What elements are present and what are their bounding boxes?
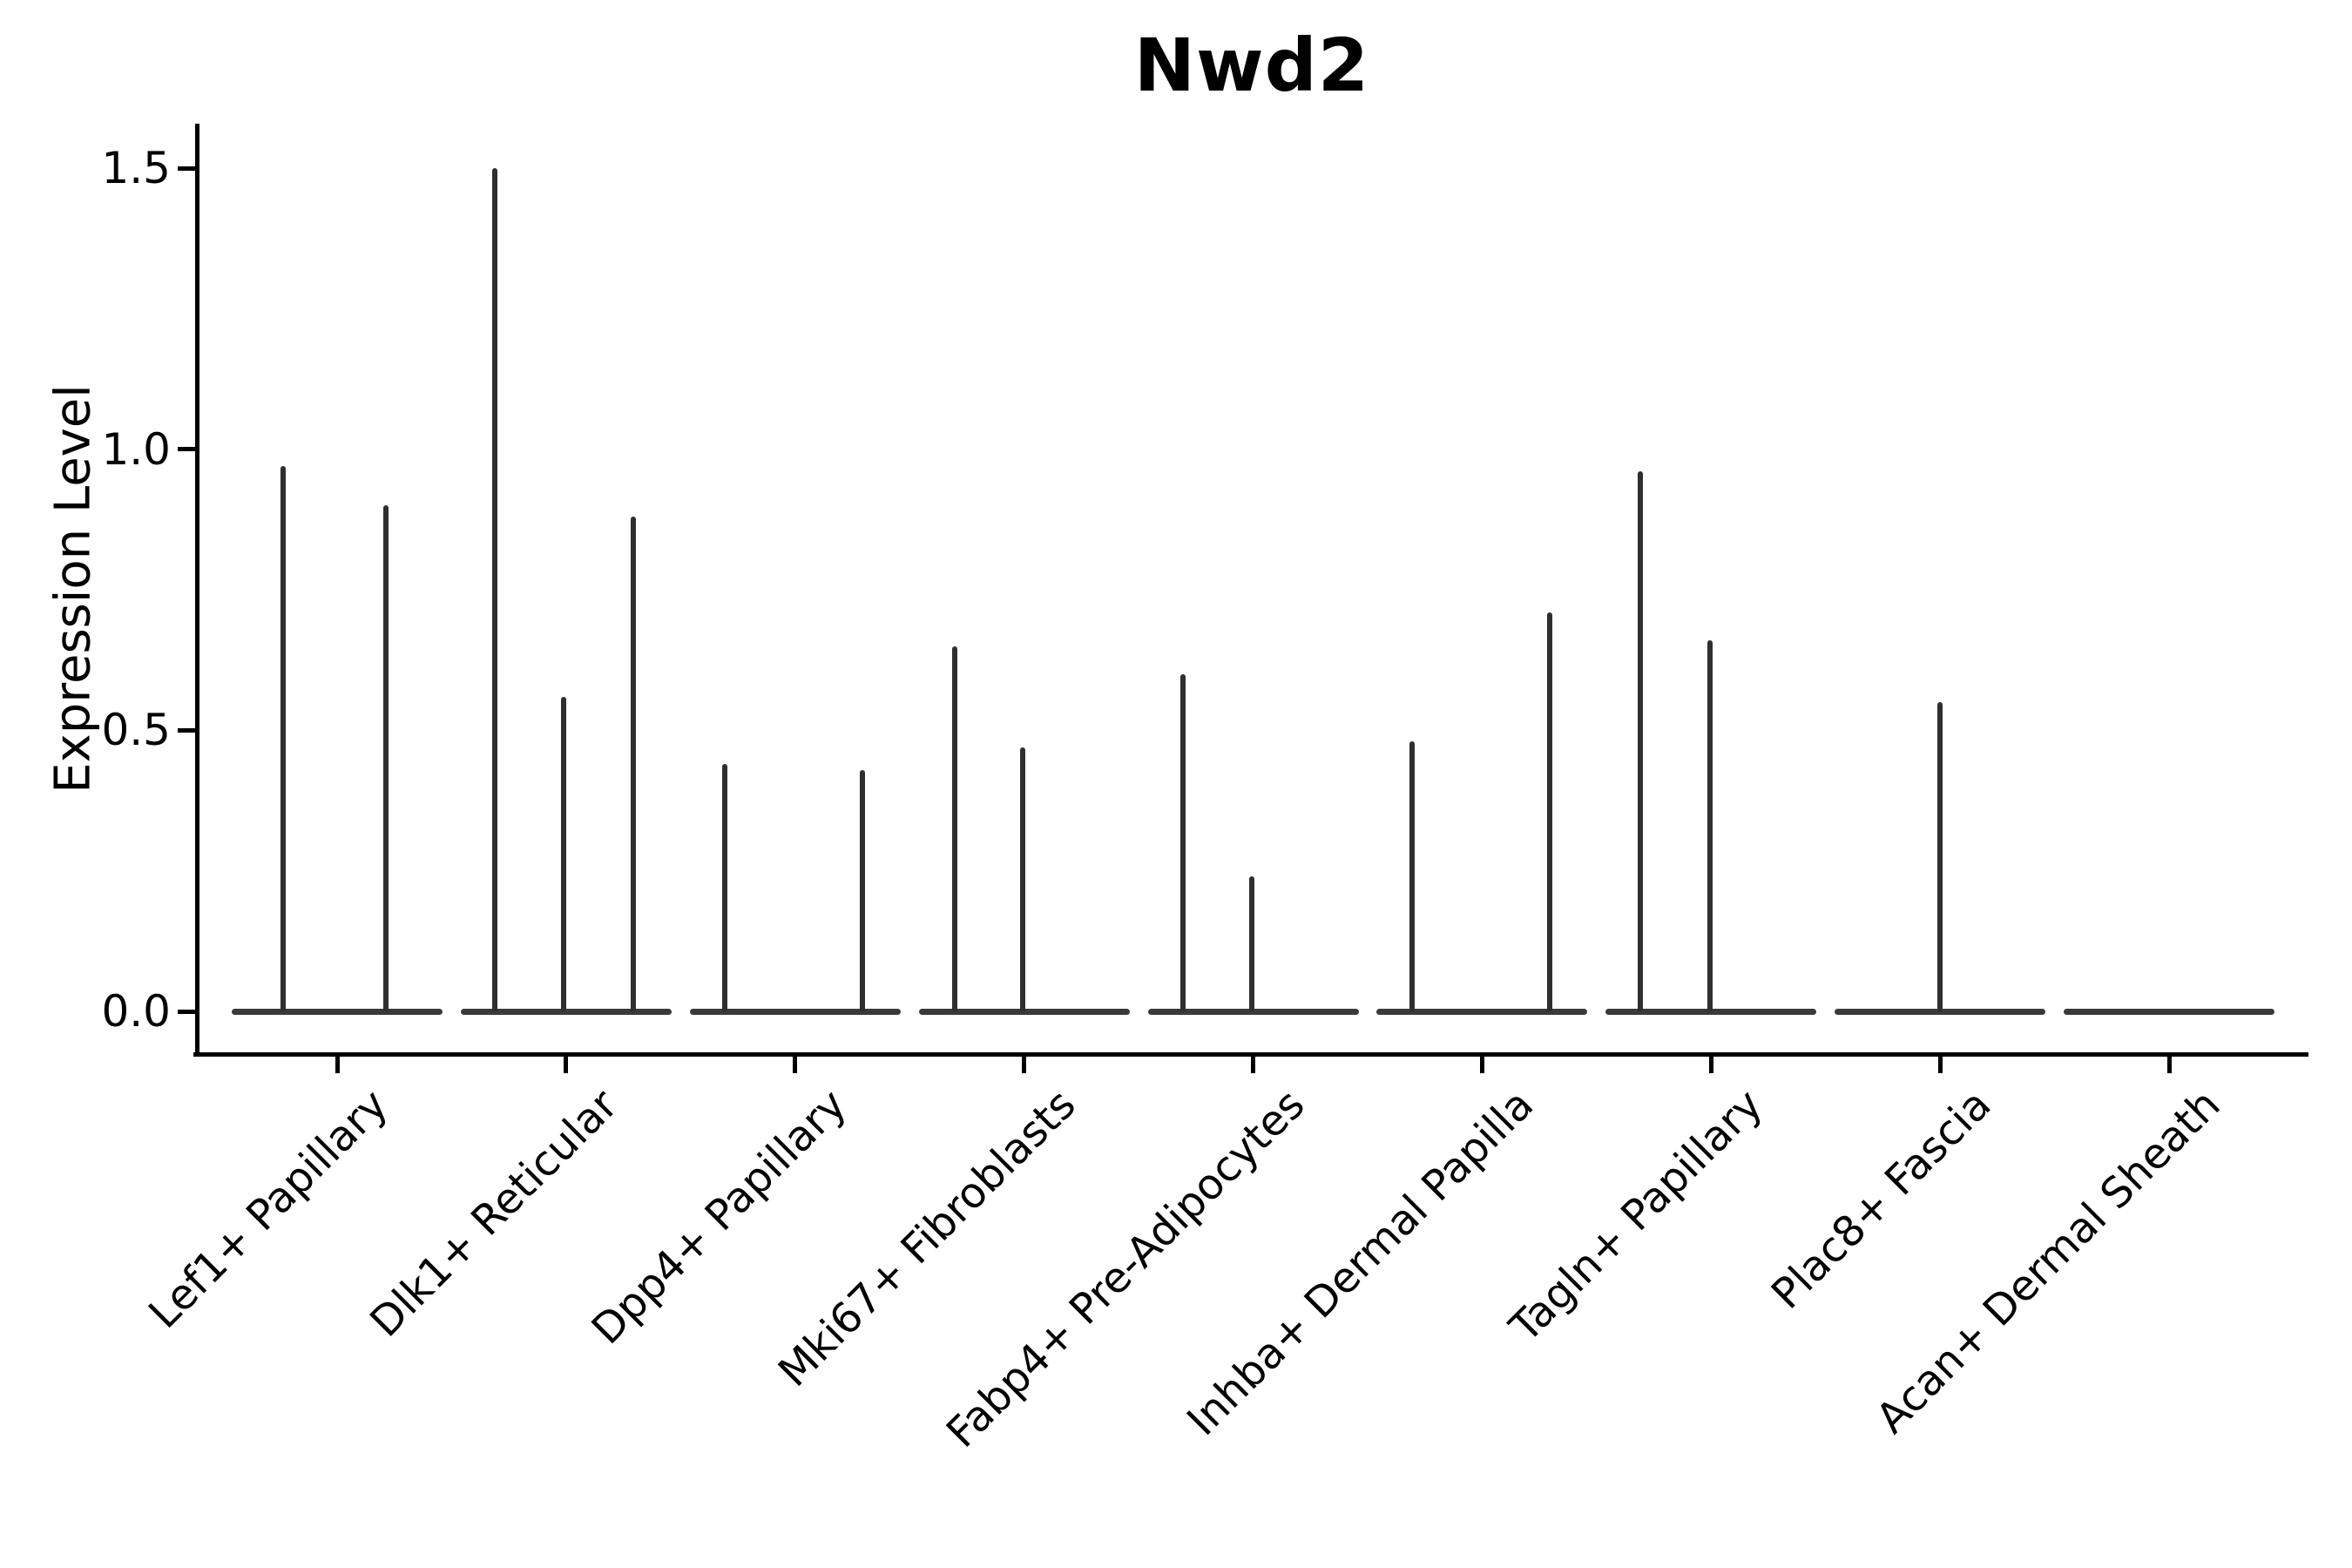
violin-spike (630, 517, 636, 1011)
violin-baseline (232, 1008, 443, 1015)
chart-title: Nwd2 (1133, 23, 1370, 108)
violin-spike (951, 645, 957, 1011)
violin-baseline (918, 1008, 1130, 1015)
violin-baseline (1147, 1008, 1359, 1015)
y-tick-label: 1.0 (101, 423, 171, 475)
y-axis-line (195, 124, 199, 1057)
violin-spike (560, 696, 566, 1011)
violin-baseline (2064, 1008, 2274, 1015)
x-tick-label: Lef1+ Papillary (139, 1080, 398, 1338)
y-tick (178, 166, 195, 171)
y-tick-label: 1.5 (101, 143, 171, 193)
x-tick (793, 1056, 798, 1073)
y-tick (178, 1009, 195, 1014)
x-tick-label: Dlk1+ Reticular (360, 1080, 627, 1347)
y-tick (178, 447, 195, 452)
violin-baseline (689, 1008, 901, 1015)
y-tick-label: 0.5 (101, 705, 171, 756)
violin-spike (1638, 471, 1644, 1011)
violin-spike (1248, 876, 1254, 1011)
x-tick (1479, 1056, 1484, 1073)
x-tick (2166, 1056, 2172, 1073)
x-tick (1022, 1056, 1027, 1073)
x-tick-label: Plac8+ Fascia (1762, 1080, 2001, 1319)
violin-spike (383, 505, 389, 1011)
x-axis-line (193, 1052, 2308, 1057)
y-tick (178, 727, 195, 733)
violin-baseline (460, 1008, 672, 1015)
violin-spike (1707, 640, 1713, 1011)
x-tick (335, 1056, 340, 1073)
violin-spike (721, 764, 727, 1011)
x-tick (564, 1056, 569, 1073)
violin-baseline (1605, 1008, 1817, 1015)
violin-spike (1179, 673, 1186, 1011)
x-tick (1708, 1056, 1713, 1073)
x-tick (1251, 1056, 1255, 1073)
y-tick-label: 0.0 (101, 986, 171, 1037)
x-tick-label: Tagln+ Papillary (1500, 1080, 1772, 1352)
violin-spike (1937, 702, 1943, 1011)
violin-spike (1547, 612, 1553, 1011)
violin-baseline (1376, 1008, 1588, 1015)
violin-spike (1409, 741, 1416, 1011)
violin-spike (280, 466, 286, 1011)
violin-spike (491, 168, 497, 1011)
violin-spike (859, 769, 865, 1011)
violin-baseline (1835, 1008, 2046, 1015)
x-tick-label: Dpp4+ Papillary (582, 1080, 856, 1355)
violin-spike (1019, 747, 1025, 1011)
x-tick (1937, 1056, 1943, 1073)
